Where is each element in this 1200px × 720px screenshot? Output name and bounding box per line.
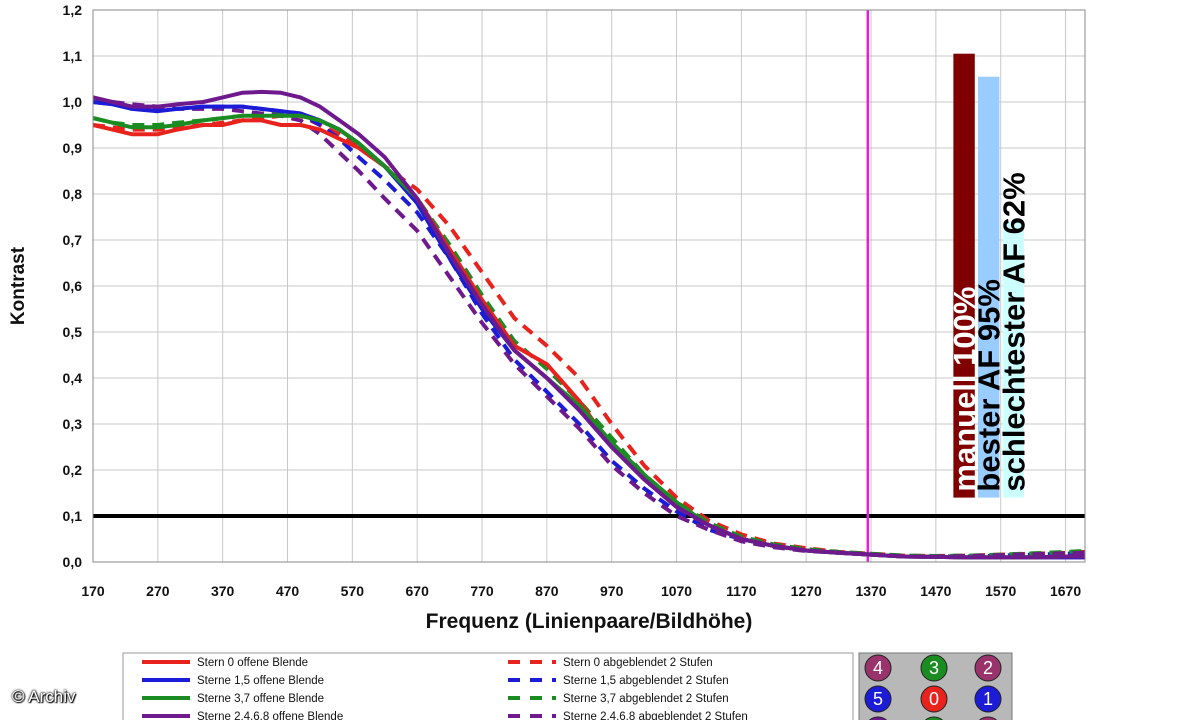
star-position-diagram: 4 3 2 5 0 1 [858,652,1013,720]
star-position-label: 1 [983,689,993,709]
x-tick-label: 1470 [920,583,951,599]
bars: manuell 100%bester AF 95%schlechtester A… [947,53,1031,498]
star-position-marker [974,654,1002,682]
x-axis-title: Frequenz (Linienpaare/Bildhöhe) [426,610,753,633]
star-position-marker [920,654,948,682]
bar-label-3: schlechtester AF 62% [996,172,1031,491]
star-position-marker [868,716,888,720]
bar-label-1: manuell 100% [947,287,982,492]
legend-label: Sterne 2,4,6,8 abgeblendet 2 Stufen [563,711,748,720]
y-tick-label: 1,1 [63,48,83,64]
bar-1 [953,53,975,498]
legend-label: Sterne 3,7 offene Blende [197,693,324,705]
legend-label: Sterne 3,7 abgeblendet 2 Stufen [563,693,729,705]
legend: Stern 0 offene Blende Sterne 1,5 offene B… [122,652,854,720]
y-tick-label: 0,8 [63,186,83,202]
star-position-label: 5 [873,689,883,709]
x-tick-label: 270 [146,583,170,599]
star-position-label: 3 [929,658,939,678]
x-tick-label: 970 [600,583,624,599]
star-position-label: 0 [929,689,939,709]
x-tick-label: 1670 [1050,583,1081,599]
star-position-label: 4 [873,658,883,678]
x-tick-label: 870 [535,583,559,599]
y-tick-label: 0,9 [63,140,83,156]
y-tick-label: 1,2 [63,2,83,18]
legend-label: Stern 0 abgeblendet 2 Stufen [563,657,713,669]
y-tick-label: 1,0 [63,94,83,110]
series-line-4 [92,89,1085,560]
x-tick-label: 570 [341,583,365,599]
x-tick-label: 1570 [985,583,1016,599]
y-tick-label: 0,6 [63,278,83,294]
x-tick-labels: 170 270 370 470 570 670 770 870 970 1070 1170 1270 1… [81,583,1081,599]
star-position-marker [978,716,998,720]
x-tick-label: 770 [470,583,494,599]
x-tick-label: 470 [276,583,300,599]
y-tick-label: 0,3 [63,416,83,432]
y-axis-title: Kontrast [8,246,29,325]
bar-2 [978,76,1000,498]
star-position-marker [920,685,948,713]
x-tick-label: 1170 [726,583,757,599]
y-tick-label: 0,1 [63,508,83,524]
x-tick-label: 1370 [855,583,886,599]
y-tick-labels: 0,0 0,1 0,2 0,3 0,4 0,5 0,6 0,7 0,8 0,9 1,0 1,1 1,2 [63,2,83,570]
bar-label-2: bester AF 95% [972,279,1007,492]
x-tick-label: 170 [81,583,105,599]
reference-lines [93,10,1085,562]
y-tick-label: 0,7 [63,232,83,248]
x-tick-label: 370 [211,583,235,599]
x-tick-label: 1270 [791,583,822,599]
star-position-marker [924,716,944,720]
legend-label: Sterne 1,5 offene Blende [197,675,324,687]
credit-watermark: © Archiv [12,687,76,706]
bar-3 [1002,221,1025,498]
y-tick-label: 0,0 [63,554,83,570]
legend-label: Sterne 2,4,6,8 offene Blende [197,711,343,720]
y-tick-label: 0,4 [63,370,83,386]
y-tick-label: 0,5 [63,324,83,340]
legend-label: Stern 0 offene Blende [197,657,308,669]
x-tick-label: 1070 [661,583,692,599]
star-position-marker [864,685,892,713]
x-tick-label: 670 [406,583,430,599]
legend-label: Sterne 1,5 abgeblendet 2 Stufen [563,675,729,687]
plot-frame [92,9,1086,563]
star-position-label: 2 [983,658,993,678]
series-lines [92,89,1086,560]
star-position-marker [974,685,1002,713]
legend-box [122,652,854,720]
star-position-marker [864,654,892,682]
y-tick-label: 0,2 [63,462,83,478]
